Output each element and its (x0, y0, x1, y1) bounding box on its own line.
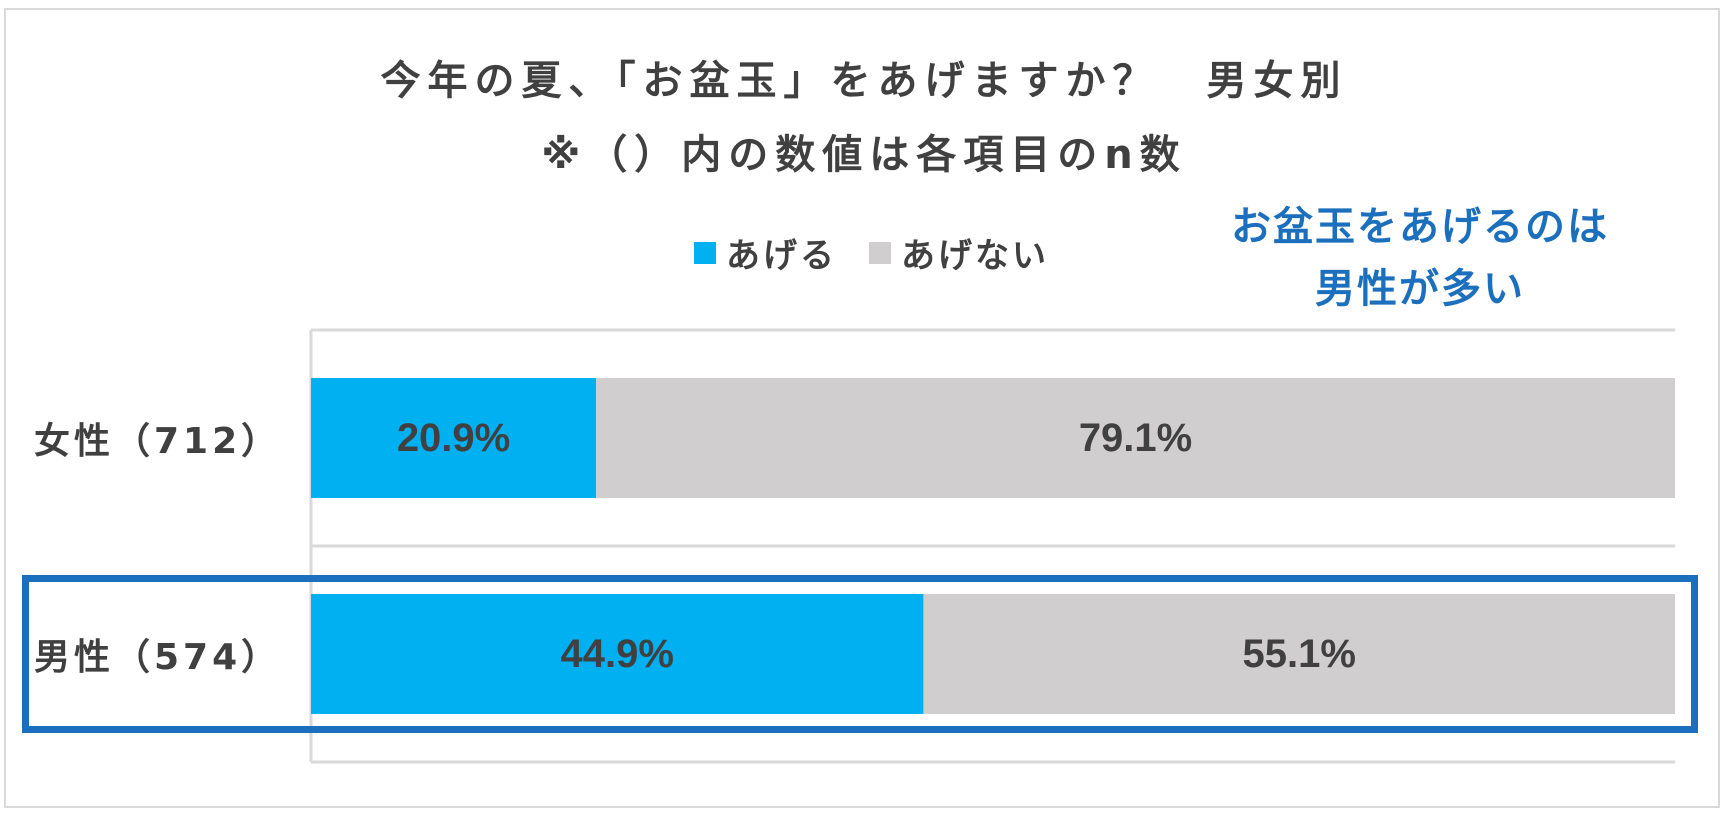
bar-give (311, 378, 597, 498)
bar-give (311, 594, 924, 714)
legend-swatch-give (694, 241, 716, 264)
highlight-box (22, 575, 1698, 733)
annotation: お盆玉をあげるのは 男性が多い (1180, 196, 1660, 320)
chart-frame (4, 8, 1720, 808)
category-label-female: 女性（712） (34, 421, 282, 462)
legend-label-give: あげる (726, 236, 837, 276)
bar-not-give (596, 378, 1676, 498)
legend-item-give: あげる (694, 228, 837, 277)
category-label-male: 男性（574） (34, 637, 282, 678)
legend-label-not-give: あげない (901, 236, 1049, 276)
chart-title: 今年の夏、「お盆玉」をあげますか？ 男女別 (380, 58, 1348, 104)
chart-subtitle: ※（）内の数値は各項目のn数 (541, 132, 1187, 178)
legend: あげる あげない (694, 228, 1081, 277)
annotation-line-1: お盆玉をあげるのは (1231, 204, 1609, 250)
bar-not-give (923, 594, 1675, 714)
annotation-line-2: 男性が多い (1315, 266, 1525, 312)
data-label: 20.9% (397, 416, 510, 460)
legend-swatch-not-give (869, 241, 891, 264)
data-label: 44.9% (561, 632, 674, 676)
legend-item-not-give: あげない (869, 228, 1049, 277)
data-label: 79.1% (1079, 416, 1192, 460)
data-label: 55.1% (1243, 632, 1356, 676)
